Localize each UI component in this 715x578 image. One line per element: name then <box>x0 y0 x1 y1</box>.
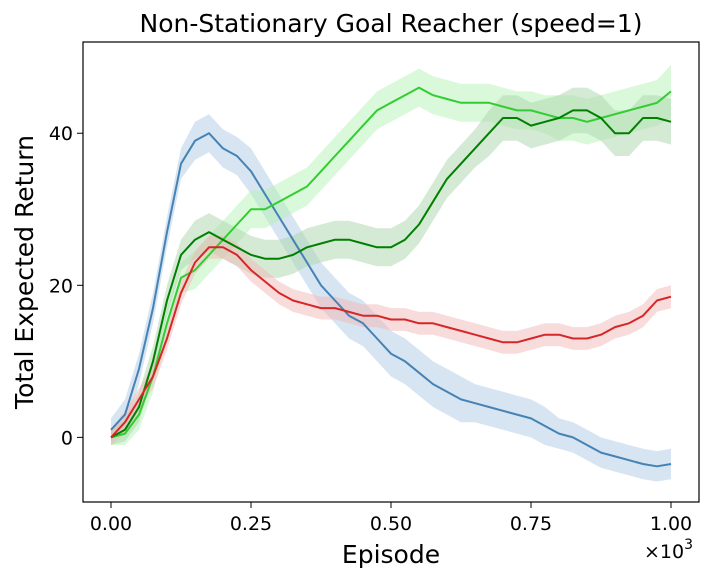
x-multiplier-exponent: 3 <box>684 537 693 553</box>
x-axis-label: Episode <box>342 540 440 569</box>
series-1-band <box>111 114 671 482</box>
x-tick-label: 0.75 <box>510 513 552 535</box>
x-axis-multiplier: ×103 <box>644 537 693 563</box>
x-tick-label: 0.50 <box>370 513 412 535</box>
series-3-band <box>111 87 671 445</box>
series-4-band <box>111 235 671 445</box>
x-tick-label: 0.25 <box>230 513 272 535</box>
y-tick-label: 40 <box>49 123 73 145</box>
plot-area <box>110 64 672 482</box>
y-tick-label: 0 <box>61 427 73 449</box>
series-3-line <box>110 109 672 439</box>
x-tick-label: 1.00 <box>650 513 692 535</box>
x-multiplier-base: ×10 <box>644 541 684 563</box>
y-tick-label: 20 <box>49 275 73 297</box>
y-axis-ticks: 0 20 40 <box>49 123 83 449</box>
x-tick-label: 0.00 <box>90 513 132 535</box>
chart-title: Non-Stationary Goal Reacher (speed=1) <box>140 9 643 38</box>
x-axis-ticks: 0.00 0.25 0.50 0.75 1.00 <box>90 502 692 535</box>
y-axis-label: Total Expected Return <box>10 135 39 410</box>
series-2-line <box>110 86 672 439</box>
series-1-line <box>110 132 672 468</box>
series-4-line <box>110 246 672 439</box>
